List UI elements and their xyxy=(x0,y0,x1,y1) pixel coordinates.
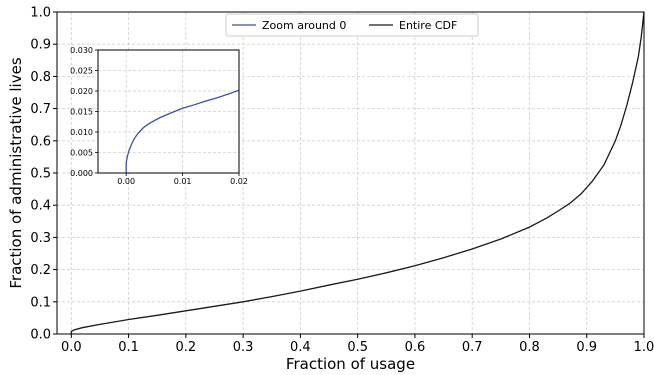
x-tick-label: 0.4 xyxy=(290,340,311,355)
legend-label-entire: Entire CDF xyxy=(399,19,457,32)
inset-y-tick-label: 0.030 xyxy=(70,46,93,55)
inset-tick-labels: 0.00 0.01 0.02 0.000 0.005 0.010 0.015 0.020 0.0… xyxy=(70,46,248,186)
x-tick-label: 0.8 xyxy=(519,340,540,355)
legend-box xyxy=(225,13,479,37)
x-tick-label: 0.2 xyxy=(176,340,197,355)
x-tick-label: 0.3 xyxy=(233,340,254,355)
y-tick-label: 0.3 xyxy=(30,231,51,246)
x-tick-label: 0.5 xyxy=(347,340,368,355)
x-tick-label: 0.1 xyxy=(118,340,139,355)
inset-x-tick-label: 0.01 xyxy=(174,177,192,186)
x-tick-label: 0.9 xyxy=(576,340,597,355)
series-line-zoom-around-0 xyxy=(125,89,240,173)
x-axis-label: Fraction of usage xyxy=(286,355,415,373)
y-tick-label: 0.8 xyxy=(30,70,51,85)
inset-y-tick-label: 0.025 xyxy=(70,67,93,76)
y-tick-label: 0.1 xyxy=(30,295,51,310)
series-line-entire-cdf xyxy=(70,11,645,334)
main-series-layer xyxy=(70,11,645,334)
legend: Zoom around 0 Entire CDF xyxy=(225,13,479,37)
x-tick-label: 0.7 xyxy=(462,340,483,355)
y-tick-label: 0.5 xyxy=(30,167,51,182)
inset-zoom-plot: 0.00 0.01 0.02 0.000 0.005 0.010 0.015 0.020 0.0… xyxy=(70,46,248,186)
y-tick-label: 0.6 xyxy=(30,134,51,149)
x-tick-label: 0.6 xyxy=(405,340,426,355)
inset-x-tick-label: 0.00 xyxy=(117,177,135,186)
y-tick-label: 1.0 xyxy=(30,6,51,21)
inset-y-tick-label: 0.020 xyxy=(70,87,93,96)
inset-x-tick-label: 0.02 xyxy=(230,177,248,186)
y-tick-label: 0.4 xyxy=(30,199,51,214)
x-tick-label: 0.0 xyxy=(61,340,82,355)
main-tick-labels: 0.0 0.1 0.2 0.3 0.4 0.5 0.6 0.7 0.8 0.9 1.0 0.0 0.1 0… xyxy=(30,6,654,356)
y-tick-label: 0.2 xyxy=(30,263,51,278)
x-tick-label: 1.0 xyxy=(634,340,654,355)
y-tick-label: 0.0 xyxy=(30,328,51,343)
inset-y-tick-label: 0.010 xyxy=(70,128,93,137)
y-tick-label: 0.7 xyxy=(30,102,51,117)
y-tick-label: 0.9 xyxy=(30,38,51,53)
inset-y-tick-label: 0.015 xyxy=(70,108,93,117)
legend-label-zoom: Zoom around 0 xyxy=(262,19,346,32)
inset-y-tick-label: 0.005 xyxy=(70,149,93,158)
inset-series-layer xyxy=(125,89,240,173)
inset-y-tick-label: 0.000 xyxy=(70,169,93,178)
y-axis-label: Fraction of administrative lives xyxy=(7,57,25,288)
